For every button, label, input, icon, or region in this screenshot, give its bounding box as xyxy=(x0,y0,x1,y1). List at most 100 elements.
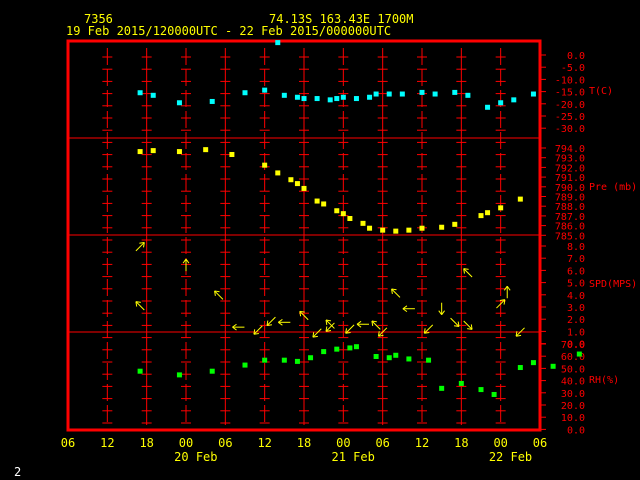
humidity-point xyxy=(393,352,399,358)
wind-arrow-head xyxy=(266,320,269,326)
y-tick-label: -25.0 xyxy=(555,112,585,123)
pressure-point xyxy=(288,177,294,183)
humidity-point xyxy=(517,365,523,371)
temperature-point xyxy=(209,98,215,104)
y-tick-label: 792.0 xyxy=(555,163,585,174)
wind-arrow-shaft xyxy=(515,327,525,337)
wind-arrow-head xyxy=(506,285,511,291)
wind-arrow-head xyxy=(253,329,256,335)
pressure-point xyxy=(406,227,412,233)
humidity-point xyxy=(353,344,359,350)
wind-arrow-head xyxy=(278,318,283,323)
x-tick-label: 00 xyxy=(179,436,193,450)
humidity-point xyxy=(281,357,287,363)
panel-dividers xyxy=(68,137,540,333)
pressure-point xyxy=(334,208,340,214)
wind-arrow-head xyxy=(499,299,505,301)
humidity-point xyxy=(491,391,497,397)
pressure-point xyxy=(150,148,156,154)
wind-arrow-head xyxy=(463,268,469,270)
panel-label: T(C) xyxy=(589,86,613,97)
y-tick-label: 793.0 xyxy=(555,154,585,165)
wind-arrow-shaft xyxy=(135,242,145,252)
y-tick-label: 7.0 xyxy=(567,254,585,265)
wind-arrow-head xyxy=(299,311,302,317)
y-tick-label: 788.0 xyxy=(555,202,585,213)
humidity-point xyxy=(137,368,143,374)
wind-arrow xyxy=(377,327,388,337)
wind-arrow-head xyxy=(470,324,473,330)
y-tick-label: 789.0 xyxy=(555,193,585,204)
temperature-point xyxy=(485,104,491,110)
data-series xyxy=(135,40,582,397)
wind-arrow xyxy=(278,318,291,326)
y-tick-label: 2.0 xyxy=(567,315,585,326)
humidity-point xyxy=(347,345,353,351)
wind-arrow-head xyxy=(139,241,145,244)
wind-arrow xyxy=(214,290,224,300)
wind-arrow-shaft xyxy=(424,324,434,334)
panel-label: SPD(MPS) xyxy=(589,279,637,290)
temperature-point xyxy=(530,91,536,97)
wind-arrow xyxy=(503,285,511,299)
pressure-point xyxy=(452,221,458,227)
y-tick-label: 0.0 xyxy=(567,425,585,436)
humidity-point xyxy=(386,355,392,361)
temperature-point xyxy=(150,92,156,98)
temperature-point xyxy=(137,90,143,96)
wind-arrow-shaft xyxy=(312,328,322,338)
wind-arrow-head xyxy=(503,285,508,291)
y-axes: 0.0-5.0-10.0-15.0-20.0-25.0-30.0T(C)794.… xyxy=(540,51,637,436)
wind-arrow-head xyxy=(377,331,380,337)
wind-arrow-shaft xyxy=(214,290,224,300)
y-tick-label: 8.0 xyxy=(567,242,585,253)
wind-arrow-shaft xyxy=(371,320,381,330)
wind-arrow xyxy=(391,288,401,298)
wind-arrow-head xyxy=(356,320,362,325)
temperature-point xyxy=(498,100,504,106)
temperature-point xyxy=(176,100,182,106)
humidity-point xyxy=(406,356,412,362)
temperature-point xyxy=(242,90,248,96)
humidity-point xyxy=(308,355,314,361)
wind-arrow-head xyxy=(391,288,397,291)
pressure-point xyxy=(229,151,235,157)
wind-arrow-shaft xyxy=(391,288,401,298)
temperature-point xyxy=(511,97,517,103)
station-location: 74.13S 163.43E 1700M xyxy=(269,12,414,26)
x-tick-label: 12 xyxy=(415,436,429,450)
pressure-point xyxy=(262,162,268,168)
wind-arrow xyxy=(450,317,460,327)
wind-arrow xyxy=(515,327,525,337)
wind-arrow-head xyxy=(214,290,216,296)
page-number: 2 xyxy=(14,465,21,479)
wind-arrow-head xyxy=(423,328,426,334)
wind-arrow-head xyxy=(299,310,305,313)
temperature-point xyxy=(386,91,392,97)
y-tick-label: 40.0 xyxy=(561,377,585,388)
wind-arrow-head xyxy=(356,323,362,328)
temperature-point xyxy=(465,92,471,98)
wind-arrow-head xyxy=(503,299,506,305)
temperature-point xyxy=(432,91,438,97)
x-tick-label: 12 xyxy=(100,436,114,450)
humidity-point xyxy=(576,351,582,357)
wind-arrow-head xyxy=(253,332,259,335)
wind-arrow-head xyxy=(185,258,190,264)
y-tick-label: 70.0 xyxy=(561,340,585,351)
temperature-point xyxy=(281,92,287,98)
pressure-point xyxy=(380,227,386,233)
wind-arrow-head xyxy=(457,321,460,327)
panel-label: RH(%) xyxy=(589,375,619,386)
wind-arrow-head xyxy=(378,334,384,337)
y-tick-label: 5.0 xyxy=(567,279,585,290)
wind-arrow xyxy=(135,301,145,311)
y-tick-label: 30.0 xyxy=(561,389,585,400)
y-tick-label: 0.0 xyxy=(567,51,585,62)
pressure-point xyxy=(485,210,491,216)
wind-arrow-shaft xyxy=(463,320,473,330)
humidity-point xyxy=(334,346,340,352)
x-tick-label: 12 xyxy=(257,436,271,450)
pressure-point xyxy=(301,185,307,191)
y-tick-label: -10.0 xyxy=(555,75,585,86)
